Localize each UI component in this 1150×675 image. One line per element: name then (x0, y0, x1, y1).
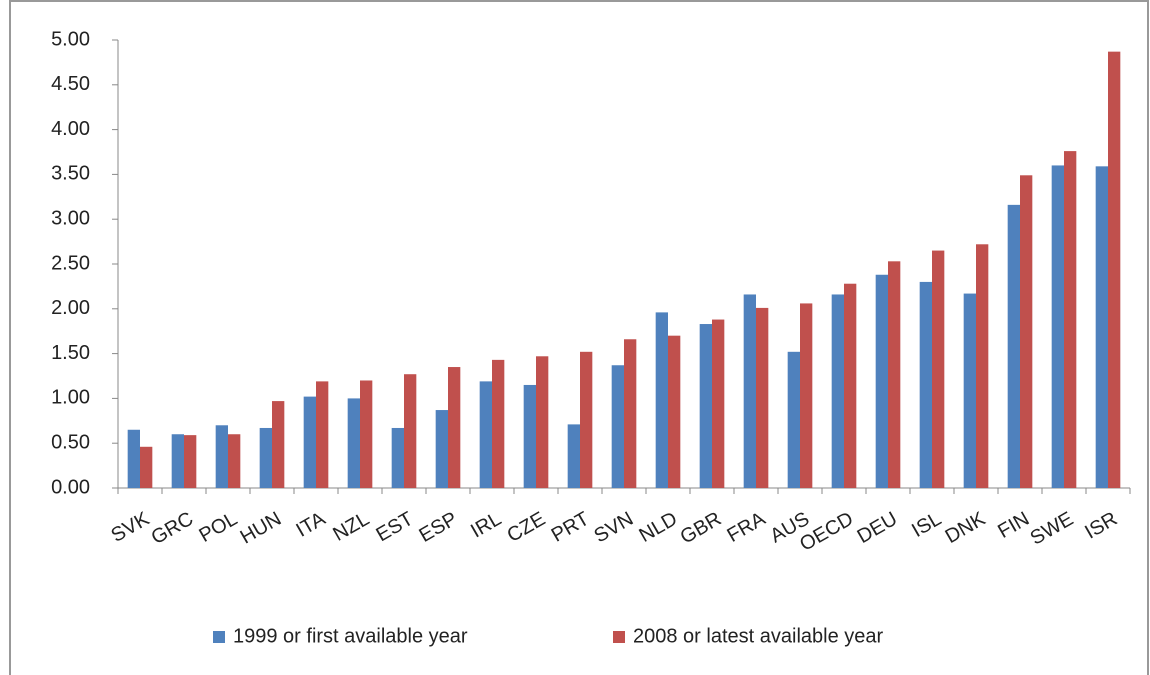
bar (479, 381, 492, 488)
x-tick-label: POL (195, 508, 241, 547)
x-tick-label: NLD (635, 508, 681, 547)
y-tick-label: 3.00 (51, 207, 90, 229)
y-tick-label: 2.50 (51, 252, 90, 274)
bar (127, 429, 140, 488)
bar (347, 398, 360, 488)
bar (800, 303, 813, 488)
bar (536, 356, 549, 488)
chart-frame (9, 0, 1149, 675)
bar (435, 410, 448, 488)
x-tick-label: HUN (237, 508, 286, 549)
bar (976, 244, 989, 488)
x-tick-label: GBR (677, 508, 726, 549)
x-tick-label: ESP (415, 508, 461, 547)
bar (140, 446, 153, 488)
bar (712, 319, 725, 488)
bar (228, 434, 241, 488)
x-tick-label: EST (372, 508, 417, 547)
bar (963, 293, 976, 488)
bar (1095, 166, 1108, 488)
bar (1064, 151, 1077, 488)
x-tick-label: NZL (329, 508, 373, 546)
y-tick-label: 0.00 (51, 476, 90, 498)
x-tick-label: DEU (854, 508, 902, 548)
bar (316, 381, 329, 488)
bar (259, 427, 272, 488)
bar (1007, 204, 1020, 488)
x-tick-label: FIN (994, 508, 1033, 543)
bar (215, 425, 228, 488)
legend-label: 1999 or first available year (233, 625, 468, 647)
y-tick-label: 2.00 (51, 297, 90, 319)
x-tick-label: SVK (107, 508, 153, 547)
bar (831, 294, 844, 488)
legend-label: 2008 or latest available year (633, 625, 883, 647)
x-tick-label: FRA (723, 508, 769, 547)
bar (303, 396, 316, 488)
y-tick-label: 1.50 (51, 342, 90, 364)
bar (1051, 165, 1064, 488)
bar (272, 401, 285, 488)
y-tick-label: 3.50 (51, 163, 90, 185)
bar (624, 339, 637, 488)
bar (655, 312, 668, 488)
x-tick-label: IRL (467, 508, 505, 543)
y-tick-label: 0.50 (51, 431, 90, 453)
bar (888, 261, 901, 488)
x-tick-label: CZE (503, 508, 549, 547)
x-tick-label: DNK (942, 508, 990, 548)
x-tick-label: SWE (1027, 508, 1077, 550)
bar (492, 359, 505, 488)
x-tick-label: GRC (148, 508, 197, 549)
bar (743, 294, 756, 488)
bar (171, 434, 184, 488)
legend-swatch (613, 631, 625, 643)
bar (699, 324, 712, 488)
x-tick-label: ISR (1081, 508, 1121, 544)
bar (1108, 51, 1121, 488)
bar (523, 384, 536, 488)
x-tick-label: ITA (292, 508, 329, 542)
bar (184, 435, 197, 488)
bar (448, 367, 461, 488)
bar (404, 374, 417, 488)
bar (787, 351, 800, 488)
y-tick-label: 4.00 (51, 118, 90, 140)
bar (567, 424, 580, 488)
bar (875, 274, 888, 488)
y-tick-label: 4.50 (51, 73, 90, 95)
bar (611, 365, 624, 488)
bar (391, 427, 404, 488)
bar (360, 380, 373, 488)
bar (668, 335, 681, 488)
x-tick-label: PRT (548, 508, 593, 547)
bar (932, 250, 945, 488)
legend-swatch (213, 631, 225, 643)
bar (1020, 175, 1033, 488)
y-tick-label: 1.00 (51, 387, 90, 409)
y-tick-label: 5.00 (51, 28, 90, 50)
x-tick-label: SVN (591, 508, 638, 548)
bar (844, 283, 857, 488)
bar (580, 351, 593, 488)
bar (919, 281, 932, 488)
bar (756, 307, 769, 488)
x-tick-label: ISL (908, 508, 945, 542)
